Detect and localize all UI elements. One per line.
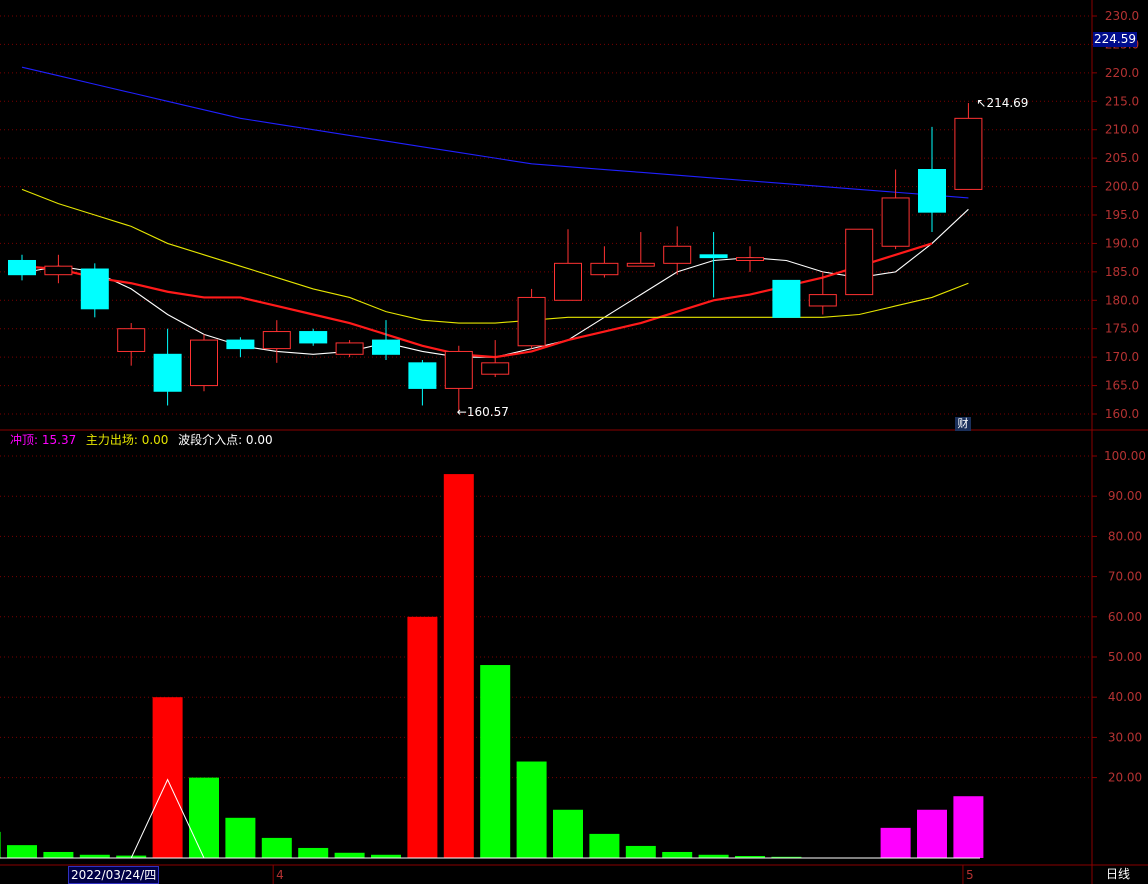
candle-body (481, 362, 510, 375)
candle-body (335, 342, 364, 355)
candle-body (262, 331, 291, 350)
price-tick-label: 185.0 (1105, 265, 1139, 279)
indicator-bar (43, 851, 74, 858)
indicator-bar (407, 616, 438, 858)
candle-body (954, 117, 983, 190)
indicator-bar (625, 845, 656, 858)
ma-line-3 (21, 66, 969, 199)
indicator-bar (880, 827, 911, 858)
price-tick-label: 160.0 (1105, 407, 1139, 421)
indicator-bar (662, 851, 693, 858)
candle-body (226, 339, 255, 350)
candle-body (590, 262, 619, 276)
legend-boduan: 波段介入点: 0.00 (178, 433, 273, 447)
price-tick-label: 230.0 (1105, 9, 1139, 23)
candle-body (881, 197, 910, 247)
indicator-bar (225, 817, 256, 858)
ma-line-0 (21, 208, 969, 358)
indicator-bar (189, 777, 219, 858)
indicator-bar (443, 474, 474, 858)
candle-body (153, 353, 182, 392)
legend-chongding: 冲顶: 15.37 (10, 433, 77, 447)
ind-tick-label: 60.00 (1108, 610, 1142, 624)
indicator-bar (589, 833, 620, 858)
indicator-bar (334, 852, 365, 858)
price-tick-label: 205.0 (1105, 151, 1139, 165)
low-annotation: ←160.57 (457, 405, 509, 419)
indicator-bar (735, 855, 765, 858)
legend-zhuli: 主力出场: 0.00 (85, 433, 169, 447)
high-annotation: ↖214.69 (976, 96, 1028, 110)
price-tick-label: 170.0 (1105, 350, 1139, 364)
price-tick-label: 210.0 (1105, 123, 1139, 137)
indicator-bar (516, 761, 547, 858)
candle-body (845, 228, 874, 296)
price-tick-label: 190.0 (1105, 236, 1139, 250)
ind-tick-label: 70.00 (1108, 570, 1142, 584)
candle-body (626, 262, 655, 267)
ind-tick-label: 100.00 (1104, 449, 1146, 463)
indicator-bar (7, 845, 37, 858)
indicator-bar (953, 796, 984, 858)
indicator-bar (371, 854, 401, 858)
indicator-bar (0, 831, 1, 858)
candle-body (408, 362, 437, 389)
candle-body (918, 169, 946, 213)
candle-body (808, 294, 837, 307)
ma-line-2 (21, 188, 969, 324)
price-tick-label: 195.0 (1105, 208, 1139, 222)
indicator-bar (553, 809, 583, 858)
candle-body (372, 339, 400, 355)
month-label: 5 (966, 868, 974, 882)
finance-badge[interactable]: 财 (955, 417, 971, 431)
indicator-bar (79, 854, 110, 858)
month-label: 4 (276, 868, 284, 882)
price-tick-label: 165.0 (1105, 379, 1139, 393)
price-tick-label: 200.0 (1105, 180, 1139, 194)
period-selector[interactable]: 日线 (1106, 867, 1131, 881)
cursor-date: 2022/03/24/四 (68, 866, 160, 884)
price-tick-label: 180.0 (1105, 293, 1139, 307)
indicator-bar (917, 809, 947, 858)
candle-body (190, 339, 218, 387)
indicator-bar (152, 697, 183, 858)
candle-body (699, 254, 728, 259)
indicator-bar (771, 856, 802, 858)
price-tick-label: 220.0 (1105, 66, 1139, 80)
ind-tick-label: 90.00 (1108, 489, 1142, 503)
candle-body (517, 296, 546, 347)
price-tick-label: 215.0 (1105, 94, 1139, 108)
candle-body (117, 328, 146, 352)
indicator-bar (116, 855, 147, 858)
candle-body (736, 257, 764, 261)
candle-body (554, 262, 582, 301)
last-price-badge: 224.59 (1093, 32, 1137, 47)
entry-line (130, 778, 205, 859)
indicator-bar (261, 837, 292, 858)
indicator-bar (698, 854, 729, 858)
ind-tick-label: 80.00 (1108, 529, 1142, 543)
candle-body (8, 259, 36, 276)
ind-tick-label: 30.00 (1108, 730, 1142, 744)
indicator-bar (298, 847, 329, 858)
indicator-bar (480, 665, 511, 858)
ind-tick-label: 20.00 (1108, 771, 1142, 785)
candle-body (772, 279, 801, 318)
candle-body (299, 331, 328, 344)
ind-tick-label: 50.00 (1108, 650, 1142, 664)
candle-body (44, 265, 73, 276)
price-tick-label: 175.0 (1105, 322, 1139, 336)
ind-tick-label: 40.00 (1108, 690, 1142, 704)
indicator-legend: 冲顶: 15.37 主力出场: 0.00 波段介入点: 0.00 (10, 431, 275, 448)
candle-body (444, 350, 473, 389)
candle-body (80, 268, 109, 310)
candle-body (663, 245, 692, 264)
